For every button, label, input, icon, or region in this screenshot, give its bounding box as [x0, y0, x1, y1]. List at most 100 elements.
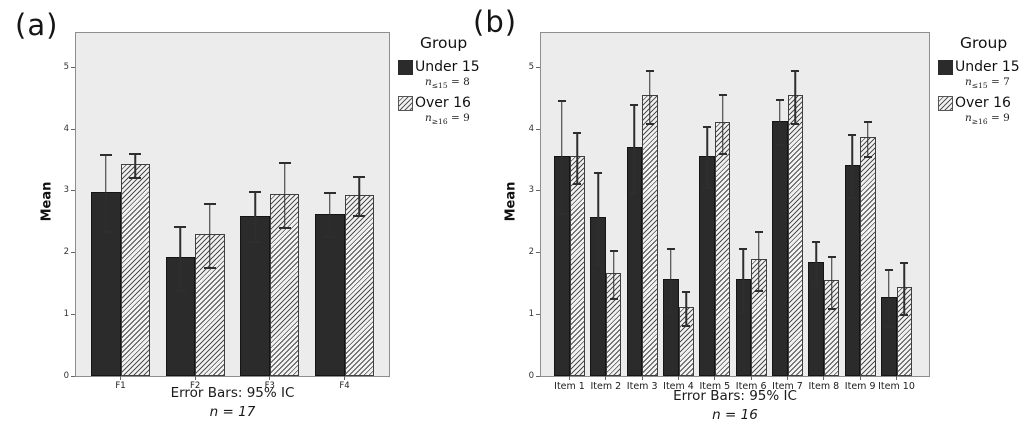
chart-a-legend: Group Under 15 n≤15 = 8 Over 16 n≥16 = 9	[398, 34, 482, 131]
y-tick-mark	[70, 313, 75, 315]
solid-swatch-icon	[938, 59, 953, 75]
x-category-label: F1	[115, 381, 126, 391]
y-tick-label: 1	[528, 308, 534, 319]
y-tick-label: 3	[528, 185, 534, 196]
x-category-label: Item 7	[772, 381, 803, 392]
legend-note-over16: n≥16 = 9	[965, 112, 1024, 126]
hatch-swatch-icon	[938, 95, 953, 111]
y-tick-mark	[70, 128, 75, 130]
legend-note-under15: n≤15 = 8	[425, 76, 482, 90]
error-bar	[900, 262, 909, 316]
legend-entry-label: Over 16	[955, 95, 1011, 112]
x-tick-mark	[605, 376, 607, 380]
legend-entry-label: Over 16	[415, 95, 471, 112]
y-tick-mark	[535, 252, 540, 254]
panel-b-label: (b)	[473, 5, 518, 39]
n-value: = 7	[990, 76, 1010, 88]
bar-over16-item3	[642, 95, 658, 376]
n-value: = 9	[990, 112, 1010, 125]
solid-swatch-icon	[398, 59, 413, 75]
y-tick-mark	[70, 375, 75, 377]
error-bar	[884, 269, 893, 329]
error-bar	[682, 290, 691, 327]
n-value: = 9	[450, 112, 470, 125]
n-subscript: ≥16	[431, 117, 448, 127]
x-category-label: Item 6	[735, 381, 767, 392]
y-tick-mark	[535, 67, 540, 69]
y-axis-title-a: Mean	[39, 181, 55, 222]
bar-over16-item7	[787, 95, 803, 376]
y-axis-title-b: Mean	[503, 181, 519, 222]
bar-over16-item9	[860, 137, 876, 376]
error-bar	[863, 120, 872, 158]
error-bar	[645, 70, 654, 125]
legend-note-over16: n≥16 = 9	[425, 112, 482, 126]
x-category-label: Item 3	[626, 381, 658, 392]
x-tick-mark	[678, 376, 679, 380]
chart-a-caption: Error Bars: 95% IC	[170, 385, 295, 401]
x-tick-mark	[641, 376, 643, 380]
legend-title: Group	[960, 34, 1008, 52]
y-tick-mark	[535, 375, 540, 377]
legend-note-under15: n≤15 = 7	[965, 76, 1024, 90]
n-variable: n	[965, 112, 972, 125]
legend-entry-label: Under 15	[955, 59, 1020, 75]
panel-a-label: (a)	[15, 8, 59, 42]
x-tick-mark	[269, 376, 271, 380]
chart-b-caption: Error Bars: 95% IC	[673, 388, 797, 404]
n-subscript: ≥16	[971, 117, 988, 127]
x-tick-mark	[859, 376, 861, 380]
x-category-label: F3	[264, 381, 275, 391]
error-bar	[557, 100, 566, 215]
x-category-label: Item 8	[808, 381, 840, 392]
y-tick-label: 4	[528, 123, 534, 134]
y-tick-mark	[70, 252, 75, 254]
error-bar	[174, 226, 187, 292]
y-tick-label: 2	[528, 247, 534, 258]
chart-b-plot-area: 0 1 2 3 4 5 Item 1 Item 2 Item 3 Item 4 Item 5 Item…	[529, 32, 930, 391]
n-variable: n	[425, 76, 432, 88]
y-tick-mark	[70, 67, 75, 69]
x-category-label: Item 2	[590, 381, 622, 392]
error-bar	[249, 190, 262, 244]
y-tick-label: 5	[63, 62, 69, 73]
x-tick-mark	[344, 376, 345, 380]
error-bar	[203, 202, 216, 269]
x-tick-mark	[896, 376, 897, 380]
y-tick-label: 5	[528, 62, 534, 73]
error-bar	[630, 103, 639, 194]
y-tick-label: 2	[63, 247, 69, 258]
error-bar	[827, 255, 836, 310]
error-bar	[278, 161, 291, 229]
x-category-label: Item 1	[554, 381, 585, 392]
n-variable: n	[965, 76, 972, 88]
error-bar	[791, 70, 800, 125]
n-variable: n	[425, 112, 432, 125]
error-bar	[323, 192, 336, 239]
bar-over16-f1	[120, 163, 150, 376]
chart-a-plot-area: 0 1 2 3 4 5 F1 F2 F3 F4	[64, 32, 390, 390]
y-tick-label: 4	[63, 123, 69, 134]
hatch-swatch-icon	[398, 95, 413, 111]
legend-title: Group	[420, 34, 468, 52]
error-bar	[754, 231, 763, 292]
bar-over16-item1	[569, 156, 585, 376]
x-tick-mark	[569, 376, 570, 380]
y-tick-label: 3	[63, 185, 69, 196]
chart-b-legend: Group Under 15 n≤15 = 7 Over 16 n≥16 = 9	[938, 34, 1024, 131]
bar-over16-item5	[714, 122, 731, 376]
legend-entry-label: Under 15	[415, 59, 480, 75]
n-subscript: ≤15	[971, 81, 988, 91]
n-value: = 8	[450, 76, 470, 88]
x-tick-mark	[120, 376, 121, 380]
error-bar	[609, 249, 618, 300]
y-tick-mark	[70, 190, 75, 192]
legend-entry-under15: Under 15	[398, 59, 482, 75]
y-tick-mark	[535, 128, 540, 130]
x-category-label: Item 9	[844, 381, 876, 392]
x-tick-mark	[194, 376, 196, 380]
x-category-label: F4	[339, 381, 350, 391]
error-bar	[812, 240, 821, 287]
x-tick-mark	[787, 376, 788, 380]
